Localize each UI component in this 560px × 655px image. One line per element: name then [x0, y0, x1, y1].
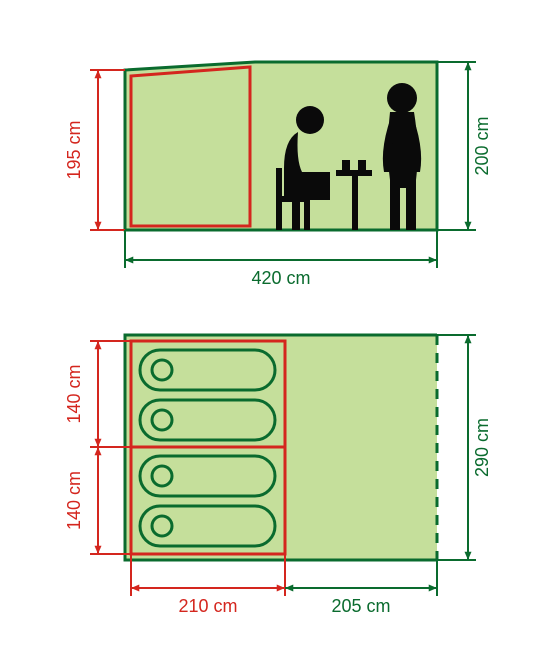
- label-porch-depth: 205 cm: [331, 596, 390, 616]
- label-row-top: 140 cm: [64, 364, 84, 423]
- label-left-height: 195 cm: [64, 120, 84, 179]
- side-view: [125, 62, 437, 230]
- dim-full-width: [464, 335, 471, 560]
- dim-bottom-width: [125, 256, 437, 263]
- dim-row-top: [94, 341, 101, 447]
- dim-left-height: [94, 70, 101, 230]
- label-full-width: 290 cm: [472, 418, 492, 477]
- label-bottom-width: 420 cm: [251, 268, 310, 288]
- top-view: [125, 335, 437, 560]
- dim-room-depth: [131, 584, 285, 591]
- dim-right-height: [464, 62, 471, 230]
- label-row-bottom: 140 cm: [64, 471, 84, 530]
- label-right-height: 200 cm: [472, 116, 492, 175]
- dim-row-bottom: [94, 447, 101, 554]
- label-room-depth: 210 cm: [178, 596, 237, 616]
- dim-porch-depth: [285, 584, 437, 591]
